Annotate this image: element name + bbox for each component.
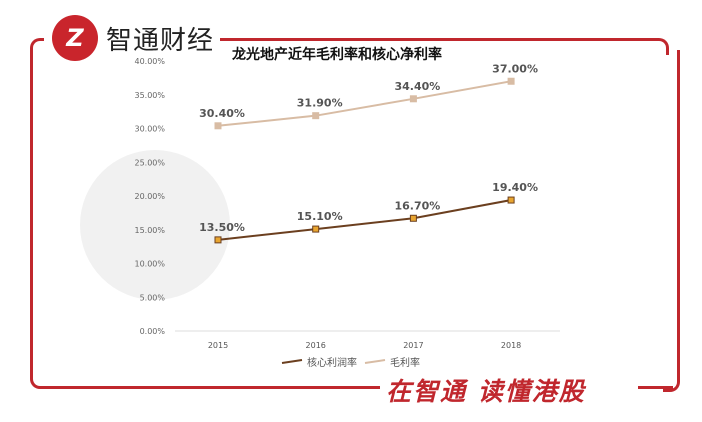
x-tick-label: 2017	[403, 341, 423, 350]
data-point	[507, 77, 515, 85]
brand-name: 智通财经	[106, 26, 215, 56]
data-label: 15.10%	[297, 210, 343, 223]
slogan: 在智通 读懂港股	[386, 377, 586, 406]
frame-left	[30, 38, 44, 389]
data-point	[507, 196, 515, 204]
y-tick-label: 20.00%	[134, 192, 165, 201]
legend-label: 核心利润率	[307, 356, 357, 369]
legend-label: 毛利率	[390, 356, 420, 369]
data-point	[214, 122, 222, 130]
watermark-logo	[80, 150, 230, 300]
y-tick-label: 10.00%	[134, 260, 165, 269]
y-tick-label: 30.00%	[134, 125, 165, 134]
x-tick-label: 2015	[208, 341, 228, 350]
series-line-0	[217, 199, 512, 241]
y-tick-label: 15.00%	[134, 226, 165, 235]
series-line-1	[217, 80, 512, 127]
legend-swatch	[364, 359, 386, 364]
frame-top	[220, 38, 669, 55]
frame-right	[663, 50, 680, 392]
data-label: 19.40%	[492, 181, 538, 194]
data-point	[214, 236, 222, 244]
data-point	[312, 112, 320, 120]
y-tick-label: 40.00%	[134, 57, 165, 66]
y-tick-label: 0.00%	[140, 327, 166, 336]
data-label: 16.70%	[394, 199, 440, 212]
frame-bottom	[40, 386, 380, 389]
y-tick-label: 5.00%	[140, 293, 166, 302]
x-tick-label: 2018	[501, 341, 521, 350]
frame-bottom-right	[638, 386, 673, 389]
data-label: 31.90%	[297, 97, 343, 110]
y-tick-label: 25.00%	[134, 158, 165, 167]
legend-swatch	[281, 359, 303, 364]
data-label: 37.00%	[492, 62, 538, 75]
data-label: 13.50%	[199, 221, 245, 234]
data-label: 34.40%	[394, 80, 440, 93]
data-point	[312, 225, 320, 233]
data-point	[409, 214, 417, 222]
brand-logo-icon: Z	[52, 15, 98, 61]
y-tick-label: 35.00%	[134, 91, 165, 100]
data-point	[409, 95, 417, 103]
x-tick-label: 2016	[306, 341, 326, 350]
chart-title: 龙光地产近年毛利率和核心净利率	[232, 47, 442, 63]
data-label: 30.40%	[199, 107, 245, 120]
